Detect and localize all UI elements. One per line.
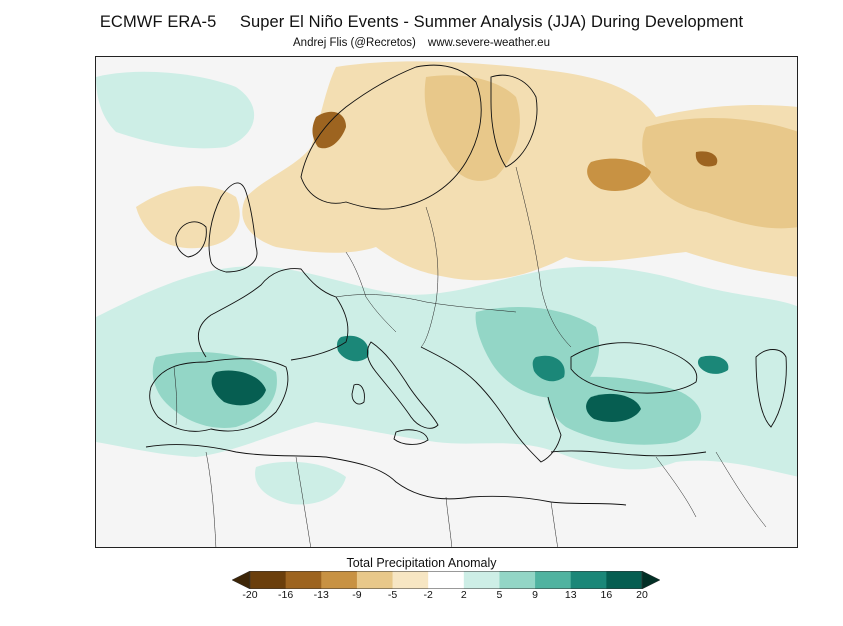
border-russia-west xyxy=(515,166,572,348)
coast-finland xyxy=(490,74,538,168)
colorbar-tick-label: 2 xyxy=(460,589,467,601)
colorbar-segment xyxy=(606,571,643,589)
dry-anomaly-fields xyxy=(136,61,797,281)
coast-france xyxy=(197,268,349,361)
colorbar-segment xyxy=(535,571,572,589)
coast-sardinia xyxy=(351,383,365,405)
colorbar-ticks: -20 -16 -13 -9 -5 -2 2 5 9 13 16 20 xyxy=(0,589,843,603)
border-middle-east xyxy=(655,451,767,528)
wet-peak-caucasus xyxy=(697,355,729,374)
dry-field-russia-core xyxy=(642,117,797,229)
wet-peak-turkey xyxy=(586,393,641,422)
colorbar-tick-label: -9 xyxy=(352,589,362,601)
colorbar-segment xyxy=(463,571,500,589)
colorbar-segment xyxy=(285,571,322,589)
colorbar-tick-label: 13 xyxy=(564,589,577,601)
map-canvas xyxy=(96,57,797,547)
colorbar-tick-label: -16 xyxy=(278,589,294,601)
wet-field-atlantic-north xyxy=(96,71,255,149)
coast-scandinavia xyxy=(300,64,482,210)
border-spain-portugal xyxy=(173,366,178,426)
colorbar xyxy=(232,571,660,589)
colorbar-tick-label: 20 xyxy=(636,589,648,601)
wet-peak-serbia xyxy=(532,355,565,382)
colorbar-tick-label: -20 xyxy=(242,589,258,601)
dry-peak-russia xyxy=(587,158,651,192)
wet-anomaly-fields xyxy=(96,71,797,505)
coast-caspian xyxy=(755,349,787,428)
colorbar-tick-label: 9 xyxy=(532,589,538,601)
border-germany xyxy=(345,251,397,333)
website-link[interactable]: www.severe-weather.eu xyxy=(427,37,550,49)
coast-iberia xyxy=(149,358,289,432)
colorbar-frame xyxy=(249,571,643,589)
coast-ireland xyxy=(175,221,207,258)
colorbar-segment xyxy=(321,571,358,589)
colorbar-segment xyxy=(392,571,429,589)
colorbar-tick-label: -2 xyxy=(423,589,433,601)
colorbar-segment xyxy=(570,571,607,589)
border-central-europe xyxy=(335,294,517,313)
chart-subtitle: Andrej Flis (@Recretos) www.severe-weathe… xyxy=(0,37,843,49)
border-north-africa xyxy=(205,451,558,547)
coast-balkans xyxy=(420,346,562,463)
coast-sicily xyxy=(393,429,429,445)
coastlines xyxy=(145,64,787,506)
border-eastern-europe xyxy=(420,206,439,348)
wet-field-balkans xyxy=(475,307,600,398)
chart-title: ECMWF ERA-5 Super El Niño Events - Summe… xyxy=(99,13,744,31)
coast-anatolia xyxy=(550,450,707,457)
dry-field-west-atlantic xyxy=(136,186,240,249)
colorbar-tick-label: -5 xyxy=(387,589,398,601)
colorbar-tick-label: 5 xyxy=(496,589,503,601)
colorbar-segment xyxy=(356,571,394,589)
dry-field-scandinavia xyxy=(424,75,520,181)
wet-field-north-africa xyxy=(255,461,346,505)
coast-black-sea xyxy=(570,342,698,394)
coast-italy xyxy=(366,341,439,429)
colorbar-tick-label: 16 xyxy=(600,589,613,601)
dry-peak-russia-east xyxy=(695,151,718,167)
colorbar-extend-low xyxy=(232,571,251,589)
country-borders xyxy=(173,166,767,547)
coast-north-africa xyxy=(145,444,627,506)
wet-peak-alps xyxy=(337,335,369,362)
author-credit: Andrej Flis (@Recretos) xyxy=(293,37,416,49)
colorbar-extend-high xyxy=(641,571,660,589)
colorbar-segment xyxy=(428,571,465,589)
precipitation-anomaly-map xyxy=(95,56,798,548)
wet-peak-spain xyxy=(211,370,266,406)
coast-great-britain xyxy=(208,182,258,273)
colorbar-segment xyxy=(499,571,536,589)
colorbar-segments xyxy=(232,571,660,589)
dry-field-north-europe xyxy=(242,61,797,281)
dry-peak-norway xyxy=(312,111,346,149)
colorbar-tick-label: -13 xyxy=(313,589,329,601)
colorbar-segment xyxy=(250,571,287,589)
colorbar-label: Total Precipitation Anomaly xyxy=(346,556,497,570)
